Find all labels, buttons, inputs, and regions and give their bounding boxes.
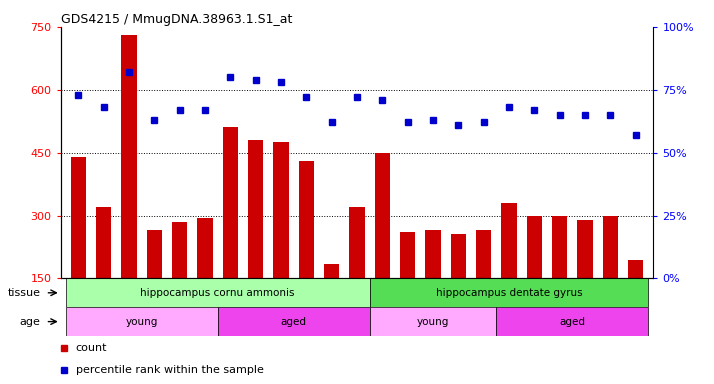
Bar bbox=[324, 264, 339, 278]
Text: aged: aged bbox=[559, 316, 585, 327]
Bar bbox=[298, 161, 314, 278]
Bar bbox=[218, 307, 370, 336]
Bar bbox=[370, 307, 496, 336]
Text: hippocampus cornu ammonis: hippocampus cornu ammonis bbox=[141, 288, 295, 298]
Bar bbox=[527, 215, 542, 278]
Bar bbox=[66, 278, 370, 307]
Bar bbox=[349, 207, 365, 278]
Text: hippocampus dentate gyrus: hippocampus dentate gyrus bbox=[436, 288, 582, 298]
Bar bbox=[400, 232, 416, 278]
Text: tissue: tissue bbox=[7, 288, 41, 298]
Text: GDS4215 / MmugDNA.38963.1.S1_at: GDS4215 / MmugDNA.38963.1.S1_at bbox=[61, 13, 292, 26]
Bar bbox=[375, 152, 390, 278]
Bar bbox=[578, 220, 593, 278]
Bar bbox=[273, 142, 288, 278]
Text: count: count bbox=[76, 343, 107, 354]
Bar bbox=[147, 230, 162, 278]
Bar bbox=[603, 215, 618, 278]
Text: percentile rank within the sample: percentile rank within the sample bbox=[76, 364, 263, 375]
Bar bbox=[198, 218, 213, 278]
Bar bbox=[451, 234, 466, 278]
Bar bbox=[71, 157, 86, 278]
Bar bbox=[552, 215, 567, 278]
Bar bbox=[96, 207, 111, 278]
Bar bbox=[248, 140, 263, 278]
Bar bbox=[501, 203, 516, 278]
Text: young: young bbox=[126, 316, 158, 327]
Text: age: age bbox=[19, 316, 41, 327]
Bar bbox=[476, 230, 491, 278]
Bar bbox=[223, 127, 238, 278]
Bar bbox=[370, 278, 648, 307]
Text: aged: aged bbox=[281, 316, 307, 327]
Bar bbox=[66, 307, 218, 336]
Text: young: young bbox=[417, 316, 449, 327]
Bar bbox=[496, 307, 648, 336]
Bar bbox=[121, 35, 136, 278]
Bar bbox=[426, 230, 441, 278]
Bar bbox=[628, 260, 643, 278]
Bar bbox=[172, 222, 187, 278]
